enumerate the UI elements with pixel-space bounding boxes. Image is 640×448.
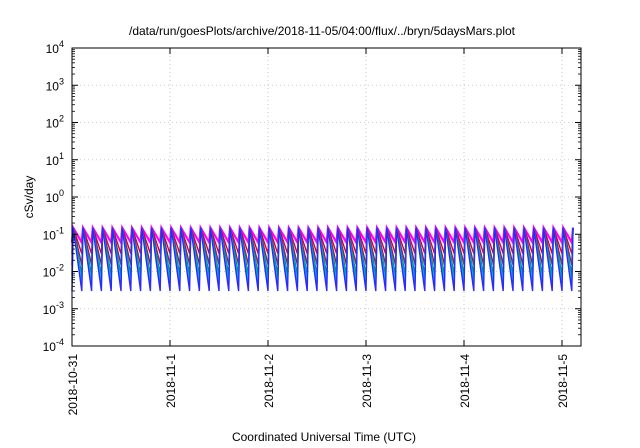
y-tick-exponent: 2	[59, 114, 64, 124]
series-layer	[70, 224, 575, 292]
x-tick-label: 2018-11-4	[458, 354, 472, 408]
y-tick-label: 101	[46, 151, 64, 168]
y-tick-exponent: 4	[59, 39, 64, 49]
grid	[72, 48, 581, 346]
y-tick-exponent: -1	[56, 225, 64, 235]
x-tick-label: 2018-11-3	[360, 354, 374, 408]
y-tick-label: 10-4	[43, 337, 64, 354]
x-axis-label: Coordinated Universal Time (UTC)	[232, 430, 416, 444]
y-tick-label: 10-2	[43, 263, 64, 280]
y-tick-label: 102	[46, 114, 64, 131]
x-tick-label: 2018-11-2	[262, 354, 276, 408]
y-tick-label: 103	[46, 76, 64, 93]
y-tick-exponent: 3	[59, 76, 64, 86]
x-tick-label: 2018-11-1	[164, 354, 178, 408]
x-axis: 2018-10-31 2018-11-1 2018-11-2 2018-11-3 201…	[66, 48, 570, 415]
x-tick-label: 2018-11-5	[556, 354, 570, 408]
y-axis-label: cSv/day	[22, 176, 36, 219]
y-tick-label: 104	[46, 39, 64, 56]
chart-title: /data/run/goesPlots/archive/2018-11-05/0…	[129, 24, 516, 38]
y-tick-label: 100	[46, 188, 64, 205]
y-tick-label: 10-1	[43, 225, 64, 242]
y-tick-exponent: 0	[59, 188, 64, 198]
y-tick-label: 10-3	[43, 300, 64, 317]
y-tick-exponent: -2	[56, 263, 64, 273]
x-tick-label: 2018-10-31	[66, 354, 80, 416]
y-tick-exponent: -4	[56, 337, 64, 347]
series-line	[71, 227, 574, 292]
y-tick-exponent: -3	[56, 300, 64, 310]
y-tick-exponent: 1	[59, 151, 64, 161]
